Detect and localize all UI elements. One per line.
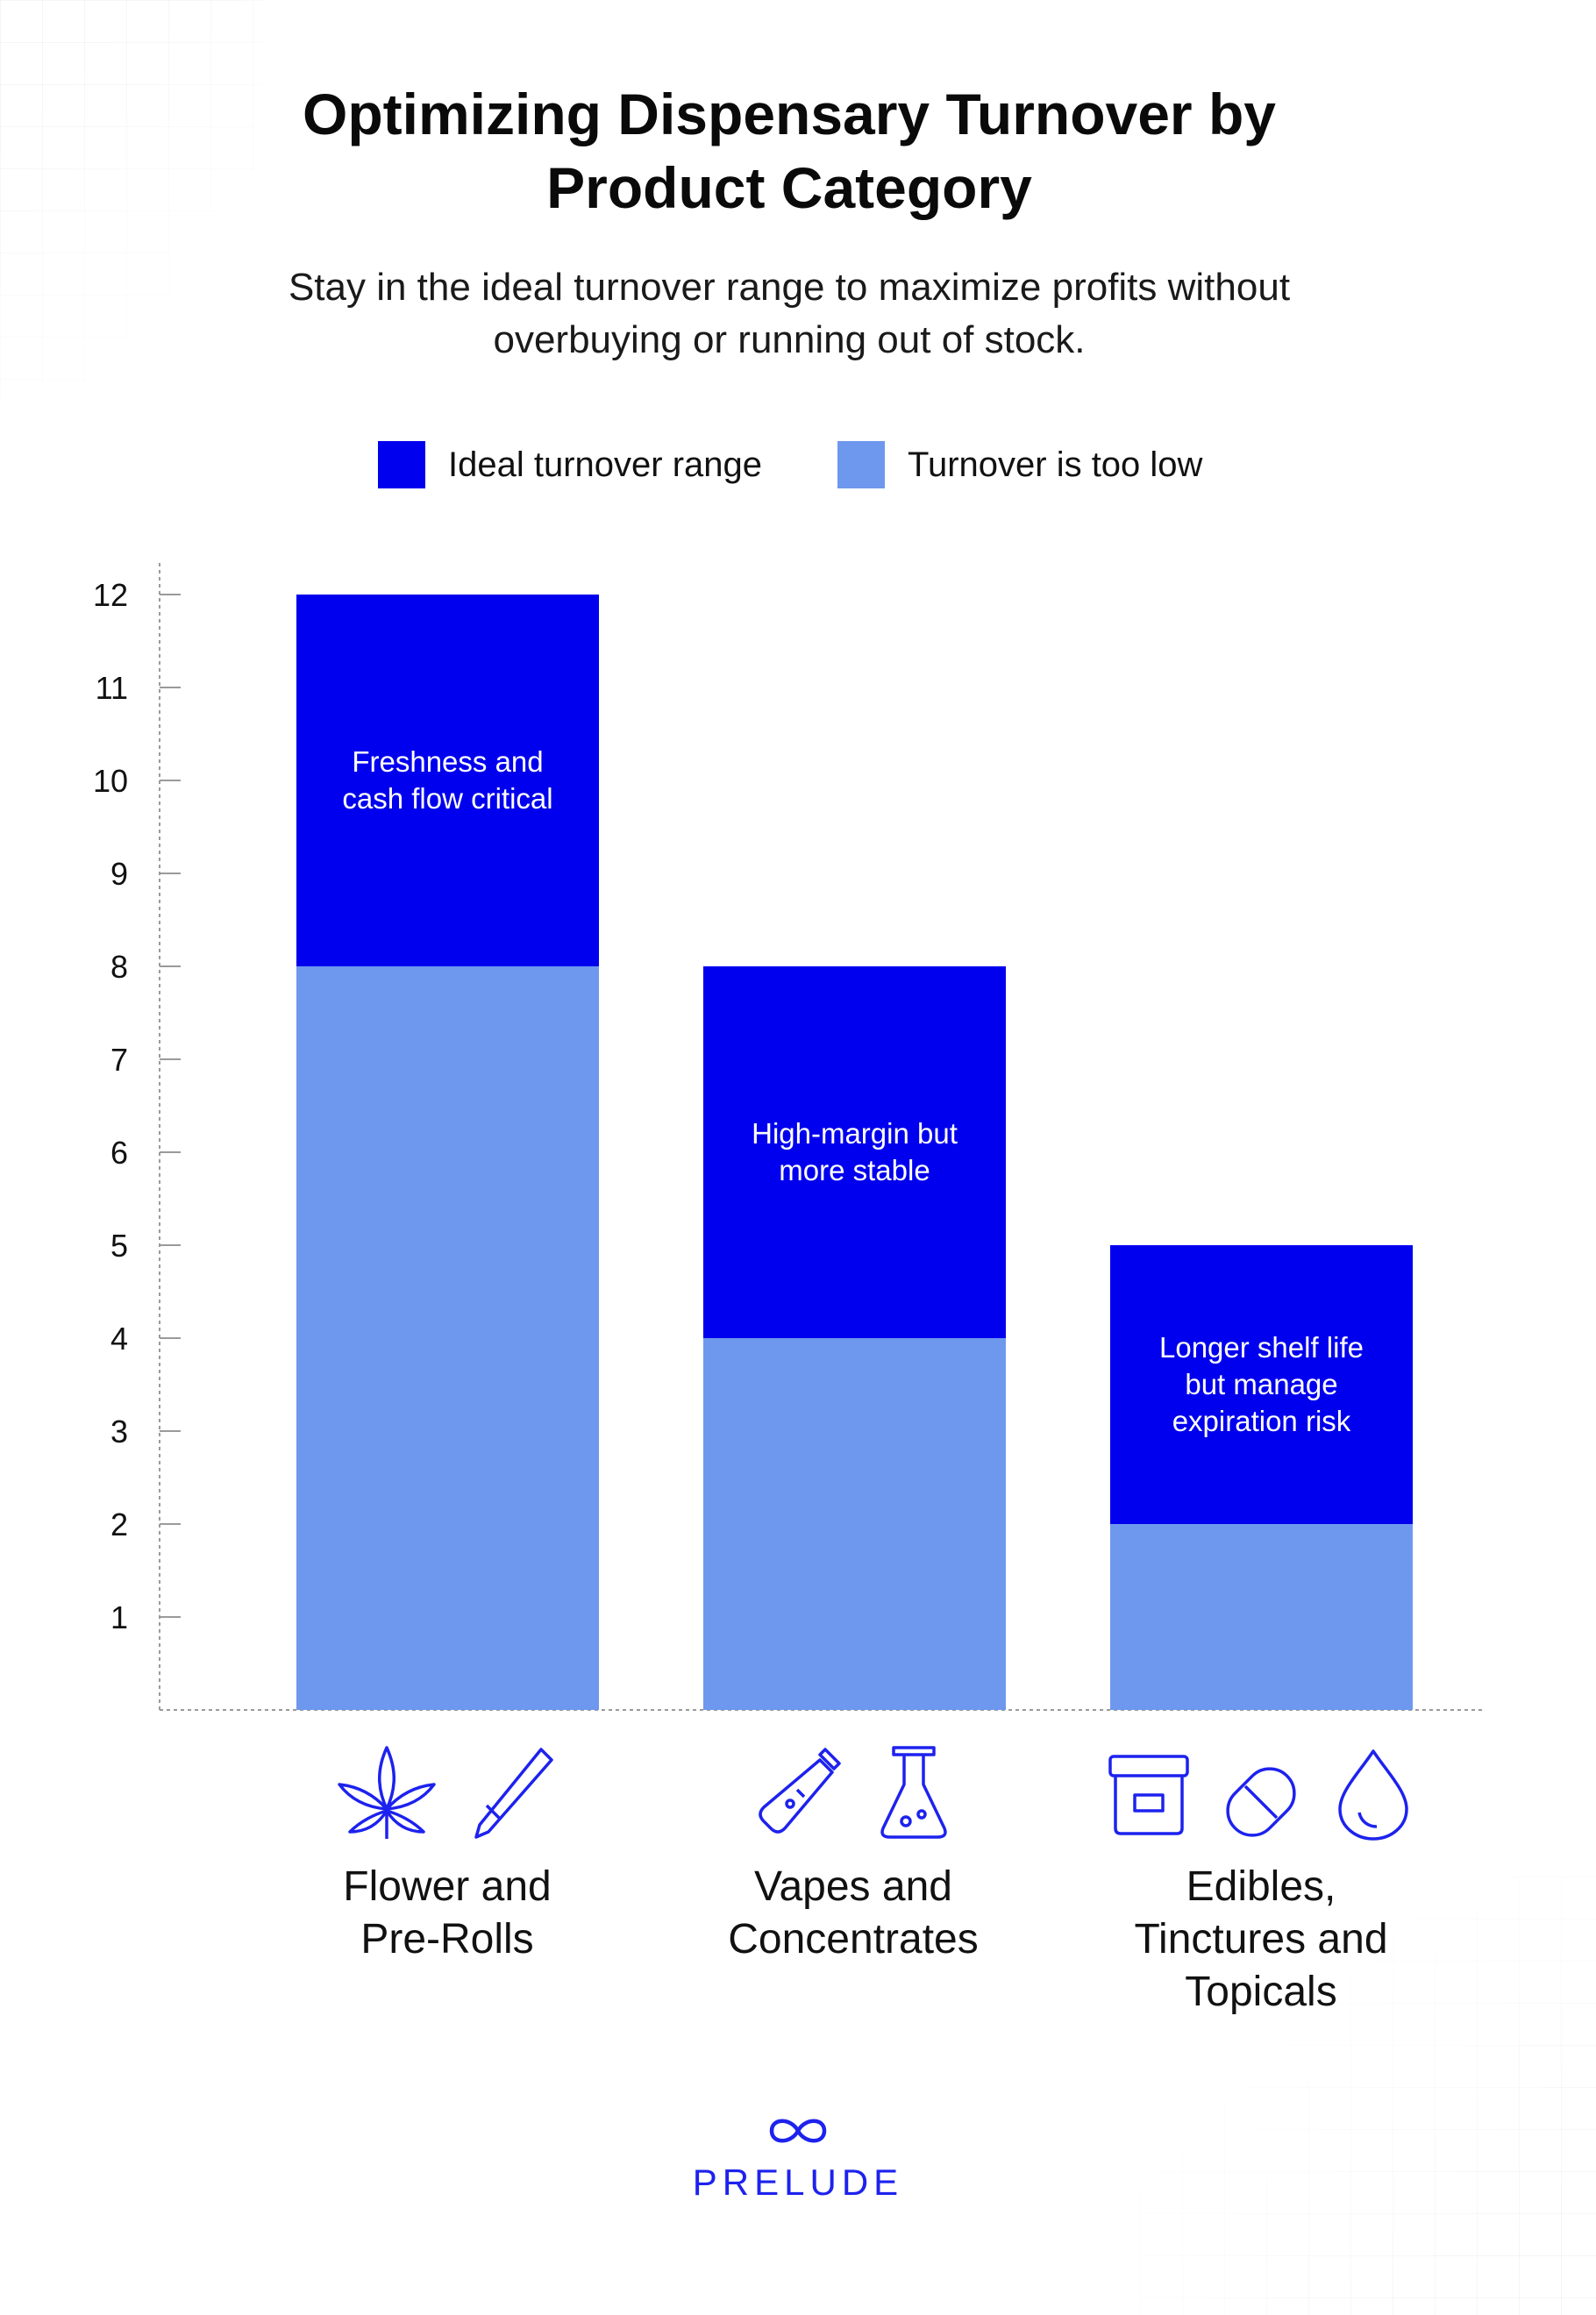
bar-annotation: Freshness and cash flow critical bbox=[342, 745, 552, 815]
y-tick-label: 1 bbox=[110, 1599, 128, 1635]
flask-icon bbox=[874, 1741, 953, 1846]
bar-too-low bbox=[703, 1338, 1006, 1710]
y-tick-label: 4 bbox=[110, 1321, 128, 1357]
legend-item-too-low: Turnover is too low bbox=[837, 437, 1202, 493]
chart-title-line-1: Optimizing Dispensary Turnover by bbox=[303, 82, 1276, 146]
bar-too-low bbox=[1110, 1524, 1413, 1710]
category-label-line: Edibles, bbox=[1186, 1863, 1336, 1910]
y-tick-label: 9 bbox=[110, 856, 128, 892]
chart-subtitle: Stay in the ideal turnover range to maxi… bbox=[0, 261, 1578, 367]
bar-too-low bbox=[296, 966, 599, 1710]
bar-annotation-line: more stable bbox=[779, 1154, 930, 1186]
y-tick-label: 3 bbox=[110, 1414, 128, 1450]
legend-label-too-low: Turnover is too low bbox=[908, 445, 1203, 484]
bar-ideal bbox=[703, 966, 1006, 1338]
icons-vapes bbox=[669, 1741, 1037, 1846]
category-label-line: Flower and bbox=[343, 1863, 552, 1910]
category-label-line: Tinctures and bbox=[1134, 1916, 1388, 1962]
legend-swatch-ideal bbox=[378, 441, 425, 488]
bar-annotation-line: but manage bbox=[1185, 1368, 1337, 1400]
y-tick-label: 12 bbox=[93, 577, 128, 613]
category-label-line: Vapes and bbox=[754, 1863, 952, 1910]
bar-annotation-line: Longer shelf life bbox=[1159, 1331, 1364, 1364]
category-label-line: Concentrates bbox=[728, 1916, 979, 1962]
y-tick-label: 11 bbox=[96, 670, 128, 706]
legend-swatch-too-low bbox=[837, 441, 885, 488]
cannabis-leaf-icon bbox=[334, 1741, 439, 1846]
chart-subtitle-line-2: overbuying or running out of stock. bbox=[493, 318, 1086, 361]
icons-edibles bbox=[1077, 1741, 1445, 1846]
y-tick-label: 6 bbox=[110, 1135, 128, 1171]
bar-annotation-line: High-margin but bbox=[752, 1117, 958, 1150]
bar-annotation-line: Freshness and bbox=[352, 745, 543, 778]
bar-annotation: High-margin but more stable bbox=[752, 1117, 958, 1186]
category-label-flower: Flower and Pre-Rolls bbox=[263, 1861, 631, 1966]
chart-subtitle-line-1: Stay in the ideal turnover range to maxi… bbox=[288, 266, 1291, 309]
legend-item-ideal: Ideal turnover range bbox=[378, 437, 762, 493]
bar-annotation-line: expiration risk bbox=[1172, 1405, 1351, 1437]
category-label-line: Pre-Rolls bbox=[360, 1916, 534, 1962]
bar-annotation-line: cash flow critical bbox=[342, 782, 552, 815]
bar-ideal bbox=[1110, 1245, 1413, 1524]
legend: Ideal turnover range Turnover is too low bbox=[0, 437, 1578, 493]
y-tick-label: 10 bbox=[93, 763, 128, 799]
infinity-logo-icon bbox=[0, 2109, 1596, 2153]
category-label-vapes: Vapes and Concentrates bbox=[669, 1861, 1037, 1966]
brand-footer: PRELUDE bbox=[0, 2109, 1596, 2204]
pre-roll-icon bbox=[464, 1741, 560, 1846]
y-tick-label: 2 bbox=[110, 1507, 128, 1542]
brand-name: PRELUDE bbox=[692, 2162, 904, 2203]
y-tick-label: 7 bbox=[110, 1042, 128, 1078]
legend-label-ideal: Ideal turnover range bbox=[448, 445, 763, 484]
vape-pen-icon bbox=[753, 1741, 850, 1846]
droplet-icon bbox=[1329, 1741, 1417, 1846]
y-tick-label: 8 bbox=[110, 949, 128, 985]
y-tick-label: 5 bbox=[110, 1228, 128, 1264]
bar-ideal bbox=[296, 595, 599, 966]
capsule-icon bbox=[1217, 1741, 1305, 1846]
category-label-line: Topicals bbox=[1185, 1969, 1337, 2015]
jar-icon bbox=[1105, 1741, 1193, 1846]
bar-annotation: Longer shelf life but manage expiration ri… bbox=[1159, 1331, 1364, 1437]
icons-flower bbox=[263, 1741, 631, 1846]
chart-title-line-2: Product Category bbox=[546, 155, 1032, 220]
category-label-edibles: Edibles, Tinctures and Topicals bbox=[1077, 1861, 1445, 2019]
chart-title: Optimizing Dispensary Turnover by Produc… bbox=[0, 77, 1578, 224]
